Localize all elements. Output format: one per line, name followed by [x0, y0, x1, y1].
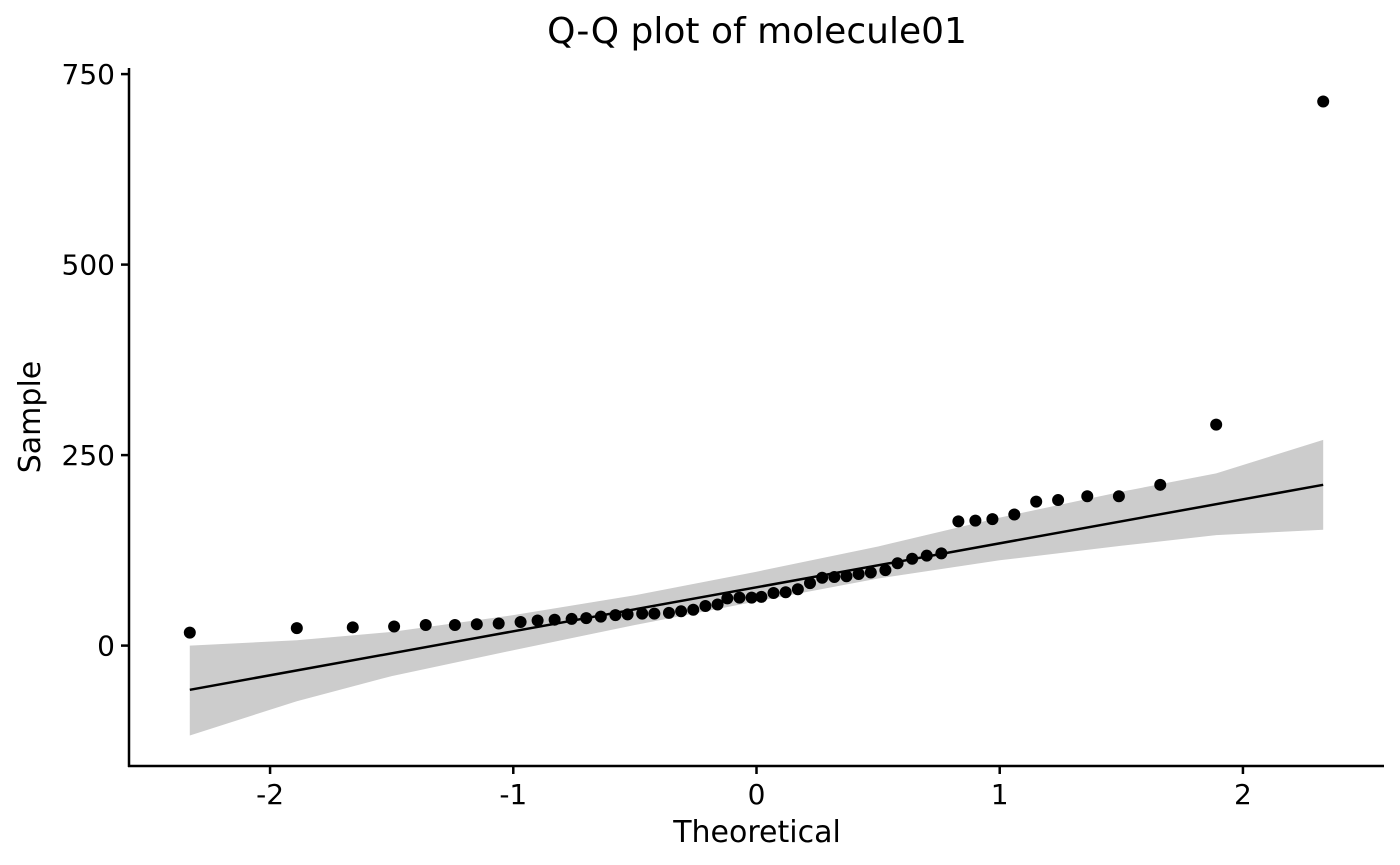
data-point [662, 606, 675, 619]
data-point [935, 547, 948, 560]
data-point [891, 557, 904, 570]
data-point [791, 583, 804, 596]
data-point [1210, 418, 1223, 431]
data-point [621, 608, 634, 621]
data-point [448, 619, 461, 632]
x-axis-title: Theoretical [672, 815, 841, 850]
data-point [648, 607, 661, 620]
data-point [986, 513, 999, 526]
data-point [864, 566, 877, 579]
data-point [580, 612, 593, 625]
reference-line-layer [189, 483, 1324, 692]
data-point [906, 552, 919, 565]
x-tick-label: -1 [499, 778, 527, 811]
data-point [419, 619, 432, 632]
data-point [565, 612, 578, 625]
data-point [779, 586, 792, 599]
data-point [711, 598, 724, 611]
data-point [1030, 495, 1043, 508]
data-point [183, 626, 196, 639]
data-point [548, 613, 561, 626]
y-ticks: 0 250 500 750 [62, 58, 129, 663]
data-point [816, 571, 829, 584]
y-tick-label: 250 [62, 439, 115, 472]
data-point [840, 570, 853, 583]
data-point [804, 577, 817, 590]
data-point [594, 610, 607, 623]
y-axis-title: Sample [13, 361, 48, 474]
data-point [1081, 490, 1094, 503]
reference-line [189, 483, 1324, 692]
data-point [675, 605, 688, 618]
x-tick-label: 0 [748, 778, 766, 811]
data-point [755, 590, 768, 603]
x-tick-label: 1 [991, 778, 1009, 811]
data-point [346, 621, 359, 634]
data-point [470, 618, 483, 631]
x-tick-label: 2 [1234, 778, 1252, 811]
data-point [745, 591, 758, 604]
x-tick-label: -2 [256, 778, 284, 811]
y-tick-label: 500 [62, 249, 115, 282]
data-point [952, 515, 965, 528]
data-point [699, 599, 712, 612]
data-point [1008, 508, 1021, 521]
data-point [687, 603, 700, 616]
y-tick-label: 0 [97, 630, 115, 663]
data-point [721, 592, 734, 605]
data-point [879, 564, 892, 577]
data-point [1052, 494, 1065, 507]
data-point [388, 620, 401, 633]
data-point [852, 567, 865, 580]
data-point [767, 587, 780, 600]
data-point [1154, 478, 1167, 491]
chart-title: Q-Q plot of molecule01 [547, 11, 967, 52]
data-point [733, 591, 746, 604]
data-point [609, 609, 622, 622]
data-point [531, 614, 544, 627]
data-point [514, 615, 527, 628]
data-point [1317, 95, 1330, 108]
data-point [492, 617, 505, 630]
data-point [920, 549, 933, 562]
data-point [636, 607, 649, 620]
data-point [828, 571, 841, 584]
y-tick-label: 750 [62, 58, 115, 91]
x-ticks: -2 -1 0 1 2 [256, 766, 1252, 811]
data-point [969, 514, 982, 527]
data-point [1112, 490, 1125, 503]
data-point [290, 622, 303, 635]
data-points-layer [183, 95, 1330, 639]
